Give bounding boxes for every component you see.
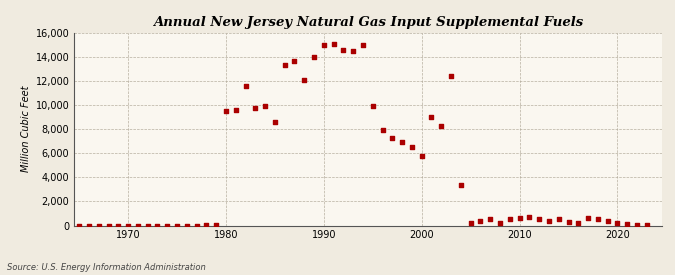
Point	[289, 59, 300, 63]
Point	[524, 215, 535, 219]
Point	[250, 105, 261, 110]
Point	[426, 115, 437, 119]
Point	[338, 48, 349, 52]
Point	[269, 120, 280, 124]
Point	[641, 223, 652, 227]
Point	[93, 223, 104, 228]
Point	[171, 223, 182, 228]
Text: Source: U.S. Energy Information Administration: Source: U.S. Energy Information Administ…	[7, 263, 205, 272]
Point	[543, 218, 554, 223]
Point	[485, 217, 495, 222]
Point	[612, 221, 623, 225]
Point	[279, 63, 290, 68]
Point	[583, 216, 593, 221]
Point	[514, 216, 525, 221]
Point	[377, 128, 388, 133]
Point	[622, 222, 632, 227]
Point	[182, 223, 192, 228]
Point	[211, 223, 221, 227]
Point	[397, 140, 408, 145]
Point	[406, 145, 417, 150]
Point	[554, 217, 564, 222]
Point	[446, 74, 456, 79]
Point	[563, 220, 574, 224]
Point	[113, 223, 124, 228]
Point	[64, 223, 75, 228]
Point	[348, 49, 358, 53]
Point	[465, 221, 476, 225]
Point	[308, 55, 319, 59]
Y-axis label: Million Cubic Feet: Million Cubic Feet	[22, 86, 31, 172]
Point	[84, 223, 95, 228]
Point	[495, 221, 506, 225]
Point	[123, 223, 134, 228]
Point	[504, 217, 515, 222]
Point	[358, 43, 369, 47]
Point	[132, 223, 143, 228]
Point	[152, 223, 163, 228]
Point	[260, 104, 271, 109]
Point	[387, 136, 398, 140]
Point	[221, 109, 232, 113]
Point	[230, 108, 241, 112]
Point	[436, 123, 447, 128]
Point	[534, 217, 545, 222]
Point	[328, 42, 339, 46]
Point	[74, 223, 84, 228]
Point	[573, 221, 584, 225]
Point	[201, 223, 212, 227]
Point	[475, 218, 486, 223]
Point	[593, 217, 603, 222]
Point	[191, 223, 202, 228]
Point	[142, 223, 153, 228]
Point	[319, 43, 329, 47]
Title: Annual New Jersey Natural Gas Input Supplemental Fuels: Annual New Jersey Natural Gas Input Supp…	[153, 16, 583, 29]
Point	[632, 223, 643, 227]
Point	[299, 78, 310, 82]
Point	[162, 223, 173, 228]
Point	[416, 153, 427, 158]
Point	[456, 182, 466, 187]
Point	[103, 223, 114, 228]
Point	[602, 218, 613, 223]
Point	[367, 104, 378, 109]
Point	[240, 84, 251, 88]
